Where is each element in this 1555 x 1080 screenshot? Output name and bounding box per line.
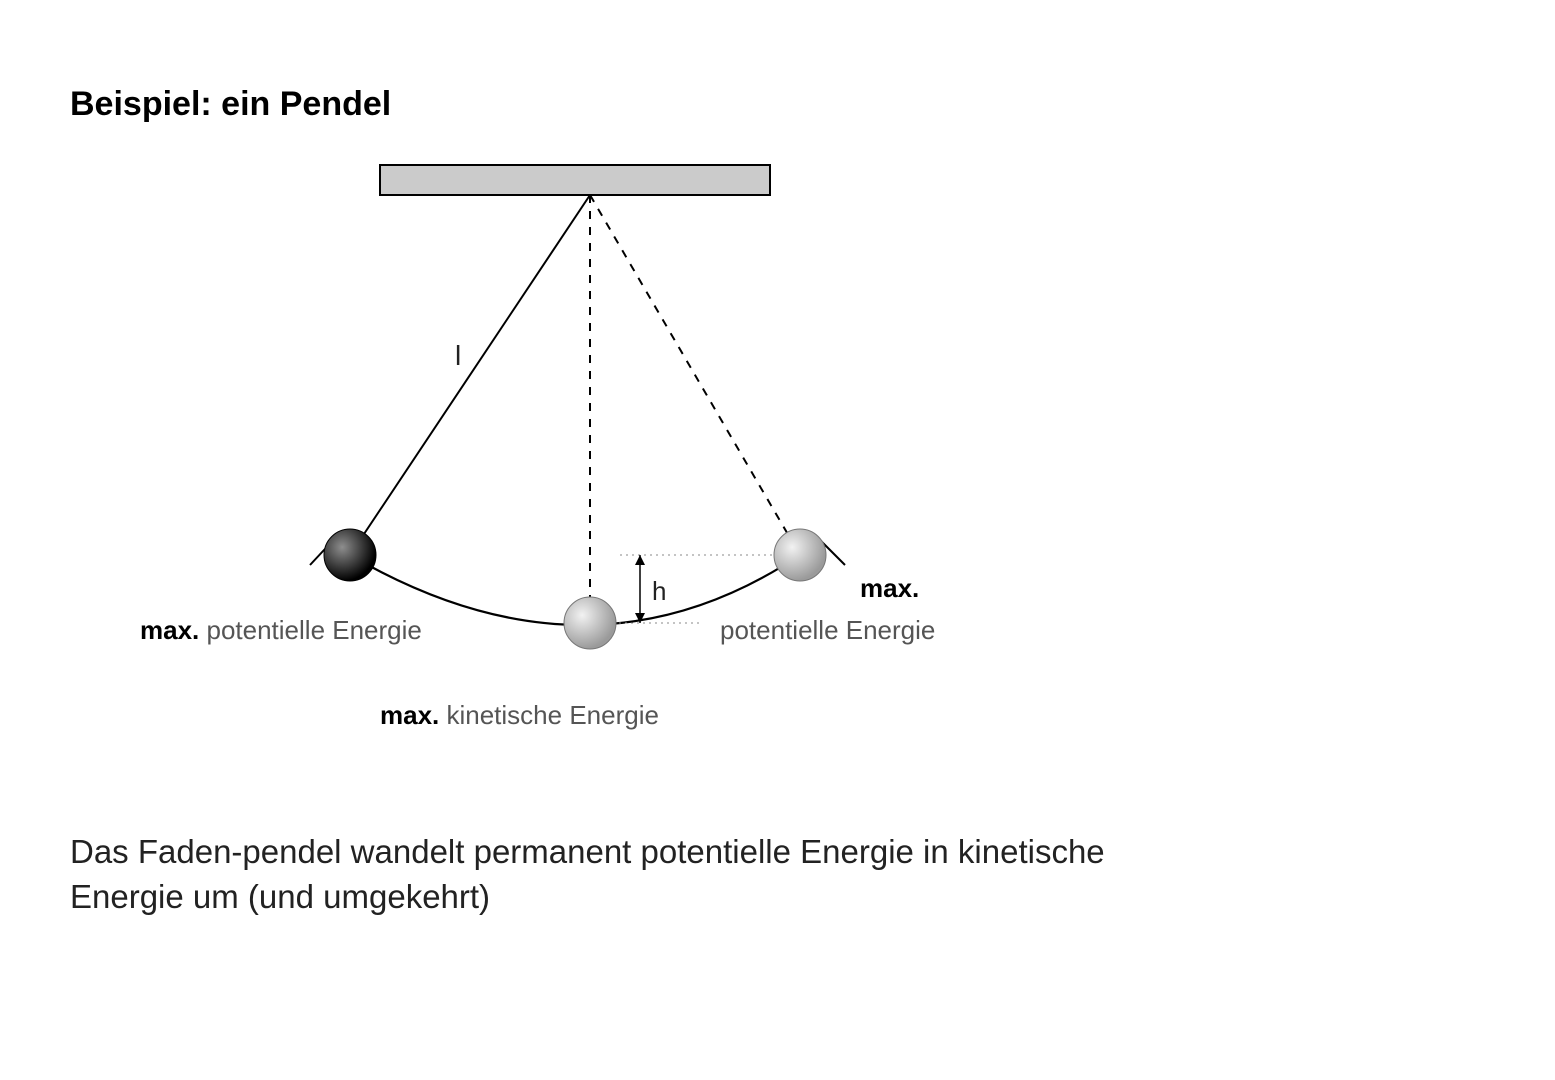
label-max-bold: max. <box>140 615 199 645</box>
label-max-bold-right: max. <box>860 573 919 603</box>
label-center-max-kinetic: max. kinetische Energie <box>380 700 659 731</box>
label-potential-text: potentielle Energie <box>199 615 422 645</box>
page: Beispiel: ein Pendel lh max. potentielle… <box>0 0 1555 1080</box>
page-title: Beispiel: ein Pendel <box>70 85 391 124</box>
label-l: l <box>455 340 461 371</box>
label-potential-right: potentielle Energie <box>720 615 935 645</box>
label-max-bold-center: max. <box>380 700 439 730</box>
string-left <box>350 195 590 555</box>
bob-center <box>564 597 616 649</box>
caption-text: Das Faden-pendel wandelt permanent poten… <box>70 830 1170 919</box>
label-left-max-potential: max. potentielle Energie <box>140 615 422 646</box>
label-right-max: max. <box>860 573 919 604</box>
support-bar <box>380 165 770 195</box>
string-right <box>590 195 800 555</box>
label-kinetic-text: kinetische Energie <box>439 700 659 730</box>
bob-right <box>774 529 826 581</box>
h-arrow-top <box>635 555 645 565</box>
label-right-potential: potentielle Energie <box>720 615 935 646</box>
pendulum-diagram: lh max. potentielle Energie max. potenti… <box>200 155 980 735</box>
pendulum-svg: lh <box>200 155 980 735</box>
label-h: h <box>652 576 666 606</box>
bob-left <box>324 529 376 581</box>
